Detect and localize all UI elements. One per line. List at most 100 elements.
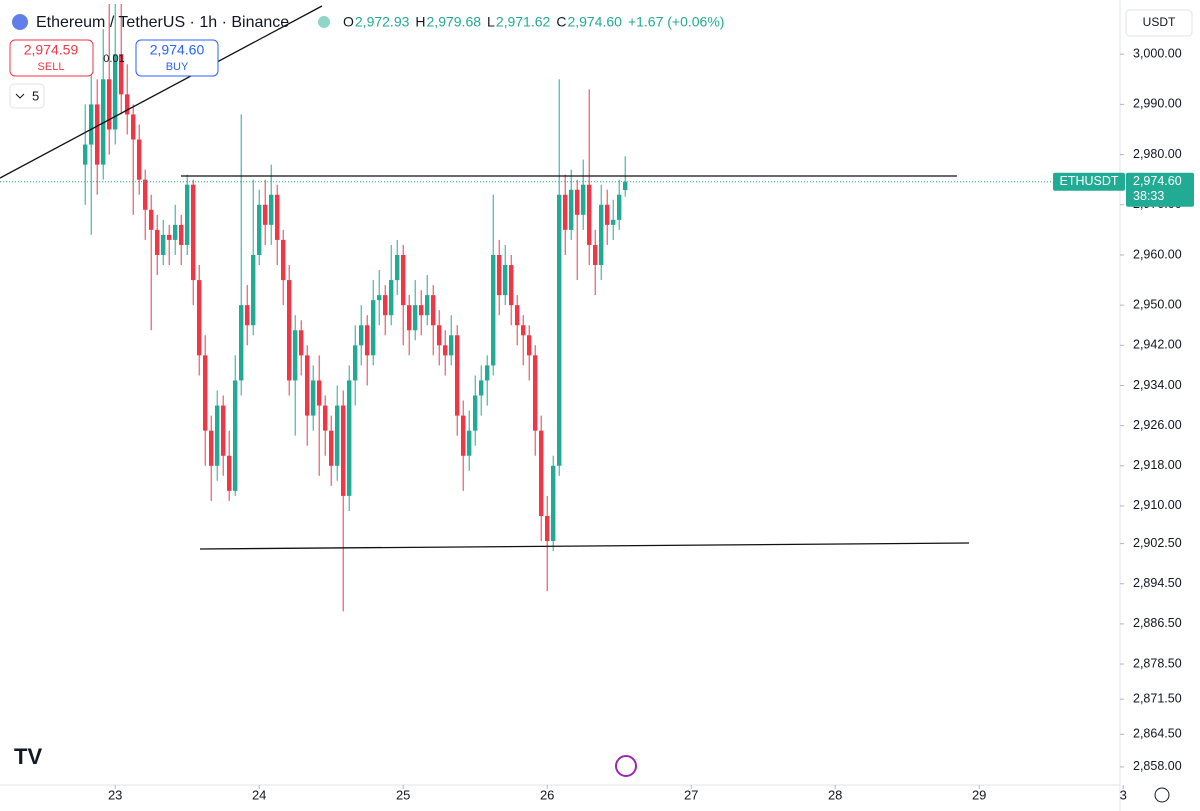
symbol-tag-text: ETHUSDT	[1059, 174, 1118, 188]
y-tick-label: 2,942.00	[1133, 338, 1182, 352]
candle-body	[275, 194, 280, 240]
candle-body	[539, 430, 544, 516]
change: +1.67 (+0.06%)	[628, 14, 725, 30]
candle-body	[353, 345, 358, 381]
candle-body	[287, 280, 292, 381]
candle-body	[101, 79, 106, 165]
candle-body	[293, 330, 298, 381]
candle-body	[365, 325, 370, 356]
candle-body	[341, 405, 346, 496]
candle-body	[473, 395, 478, 431]
y-tick-label: 2,918.00	[1133, 458, 1182, 472]
currency-selector[interactable]	[1125, 9, 1193, 37]
candle-body	[389, 280, 394, 316]
candle-body	[467, 430, 472, 456]
ohlc-legend: O 2,972.93 H 2,979.68 L 2,971.62 C 2,974.60 +1.6…	[343, 14, 724, 30]
ohlc-value: 2,971.62	[496, 14, 551, 30]
buy-price[interactable]: 2,974.60	[150, 42, 205, 58]
x-tick-label: 3	[1120, 787, 1127, 802]
y-tick-label: 2,878.50	[1133, 656, 1182, 670]
candle-body	[413, 305, 418, 331]
candle-body	[623, 181, 628, 191]
candle-body	[167, 234, 172, 240]
y-tick-label: 2,926.00	[1133, 418, 1182, 432]
candle-body	[227, 455, 232, 491]
candle-body	[395, 254, 400, 281]
candle-body	[149, 209, 154, 230]
candle-body	[359, 325, 364, 346]
candle-body	[605, 204, 610, 225]
candle-body	[431, 295, 436, 326]
sell-label[interactable]: SELL	[38, 61, 65, 73]
x-tick-label: 26	[540, 787, 554, 802]
chevron-icon	[15, 93, 25, 99]
candle-body	[599, 204, 604, 266]
flash-icon[interactable]	[615, 755, 637, 777]
candle-body	[527, 335, 532, 356]
candle-body	[509, 265, 514, 306]
y-tick-label: 2,864.50	[1133, 727, 1182, 741]
candle-body	[461, 415, 466, 456]
y-tick-label: 2,858.00	[1133, 759, 1182, 773]
candle-body	[203, 355, 208, 431]
candle-body	[269, 194, 274, 225]
y-tick-label: 2,950.00	[1133, 297, 1182, 311]
candle-body	[515, 305, 520, 326]
candle-body	[209, 430, 214, 466]
y-tick-label: 2,934.00	[1133, 378, 1182, 392]
candle-body	[317, 380, 322, 406]
candle-body	[95, 104, 100, 165]
indicator-count[interactable]: 5	[32, 88, 39, 103]
candle-body	[437, 325, 442, 346]
candle-body	[281, 239, 286, 281]
candle-body	[215, 405, 220, 466]
candle-body	[233, 380, 238, 491]
sell-price[interactable]: 2,974.59	[24, 42, 79, 58]
x-tick-label: 24	[252, 787, 266, 802]
settings-icon[interactable]	[1154, 787, 1170, 803]
y-tick-label: 2,990.00	[1133, 97, 1182, 111]
candle-body	[113, 54, 118, 130]
y-tick-label: 2,894.50	[1133, 576, 1182, 590]
symbol-title: Ethereum / TetherUS · 1h · Binance	[36, 14, 289, 31]
candle-body	[425, 295, 430, 316]
candle-body	[533, 355, 538, 431]
candle-body	[131, 114, 136, 140]
ohlc-value: 2,972.93	[355, 14, 410, 30]
candle-body	[449, 335, 454, 356]
indicators-toggle[interactable]	[9, 83, 45, 109]
candle-body	[503, 265, 508, 296]
candle-body	[125, 94, 130, 115]
plot-area	[0, 4, 1120, 612]
buy-label[interactable]: BUY	[166, 61, 189, 73]
candle-body	[185, 184, 190, 245]
candle-body	[335, 405, 340, 466]
x-tick-label: 29	[972, 787, 986, 802]
time-axis: 23 24 25 26 27 28 29 3	[108, 785, 1127, 802]
buy-button[interactable]	[135, 39, 219, 77]
candle-body	[491, 254, 496, 366]
candle-body	[323, 405, 328, 431]
candle-body	[221, 405, 226, 456]
candle-body	[89, 104, 94, 145]
candle-body	[299, 330, 304, 356]
status-dot	[318, 16, 330, 28]
candle-body	[137, 139, 142, 180]
candle-body	[377, 295, 382, 301]
candle-body	[245, 305, 250, 326]
x-tick-label: 27	[684, 787, 698, 802]
currency[interactable]: USDT	[1143, 15, 1176, 29]
candle-body	[329, 430, 334, 466]
candle-body	[263, 204, 268, 225]
candle-body	[521, 325, 526, 336]
y-tick-label: 2,871.50	[1133, 691, 1182, 705]
spread: 0.01	[103, 53, 124, 65]
y-tick-label: 2,902.50	[1133, 536, 1182, 550]
candle-body	[455, 335, 460, 416]
candle-body	[563, 194, 568, 230]
sell-button[interactable]	[9, 39, 94, 77]
candle-body	[173, 224, 178, 240]
candle-body	[371, 300, 376, 356]
candle-body	[407, 305, 412, 331]
